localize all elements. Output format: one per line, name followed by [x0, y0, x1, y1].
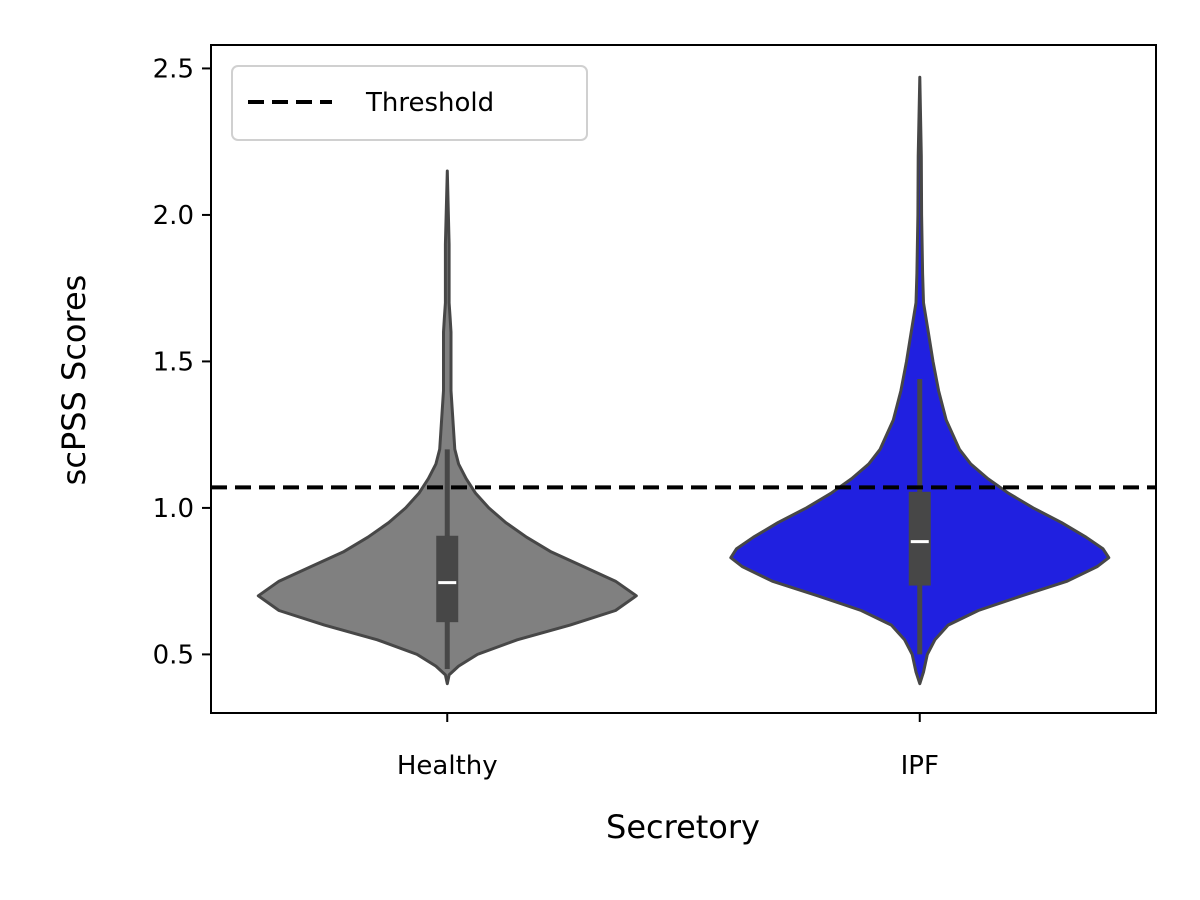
- violins-layer: [256, 75, 1111, 686]
- y-axis-ticks: 0.5 1.0 1.5 2.0 2.5: [153, 54, 211, 670]
- x-axis-title: Secretory: [606, 808, 760, 846]
- y-tick-label: 2.5: [153, 54, 194, 84]
- x-tick-label: Healthy: [397, 751, 498, 781]
- legend-box: [231, 65, 588, 141]
- iqr-box-ipf: [908, 491, 931, 586]
- x-tick-label: IPF: [901, 751, 939, 781]
- legend-threshold-label: Threshold: [365, 88, 494, 118]
- iqr-box-healthy: [436, 535, 459, 623]
- y-tick-label: 0.5: [153, 640, 194, 670]
- y-tick-label: 1.5: [153, 347, 194, 377]
- y-tick-label: 2.0: [153, 201, 194, 231]
- violin-body-healthy: [256, 169, 638, 686]
- plot-frame: [210, 44, 1157, 714]
- x-axis-ticks: Healthy IPF: [397, 713, 939, 781]
- legend: Threshold: [231, 65, 588, 141]
- y-axis-title: scPSS Scores: [55, 275, 93, 486]
- y-tick-label: 1.0: [153, 494, 194, 524]
